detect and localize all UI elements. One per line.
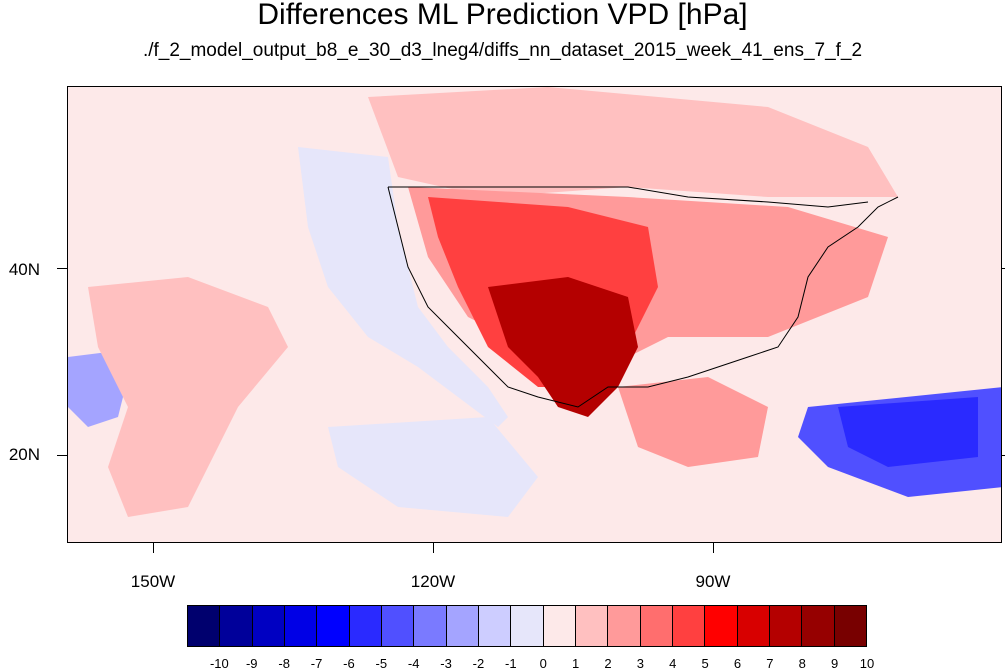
- colorbar-cell: [672, 606, 706, 646]
- lat-tick-40n-right: [1001, 268, 1005, 269]
- colorbar-cell: [349, 606, 382, 646]
- anomaly-region-eastern-pacific-band: [88, 277, 288, 517]
- colorbar-cell: [446, 606, 479, 646]
- colorbar-cell: [317, 606, 350, 646]
- colorbar-cell: [705, 606, 738, 646]
- lon-label-150w: 150W: [130, 572, 176, 591]
- anomaly-map: [68, 87, 1001, 517]
- colorbar-label: 0: [539, 656, 547, 671]
- colorbar-label: -3: [440, 656, 452, 671]
- colorbar-label: -6: [343, 656, 355, 671]
- anomaly-region-southwest-maximum: [488, 277, 638, 417]
- anomaly-region-canada: [368, 87, 898, 197]
- colorbar-cell: [478, 606, 512, 646]
- colorbar: [187, 605, 867, 647]
- colorbar-cell: [802, 606, 835, 646]
- us-canada-border: [388, 186, 869, 208]
- colorbar-cell: [414, 606, 447, 646]
- colorbar-cell: [511, 606, 544, 646]
- colorbar-label: -9: [245, 656, 258, 671]
- colorbar-cell: [188, 606, 221, 646]
- colorbar-label: 7: [766, 656, 774, 671]
- coastline-outline: [387, 186, 899, 408]
- lat-tick-20n: [57, 455, 67, 456]
- colorbar-label: -4: [407, 656, 420, 671]
- colorbar-label: -7: [310, 656, 323, 671]
- lat-label-20n: 20N: [8, 445, 40, 464]
- colorbar-cell: [284, 606, 318, 646]
- lon-tick-90w: [713, 543, 714, 553]
- colorbar-label: -1: [505, 656, 517, 671]
- colorbar-label: -10: [209, 656, 229, 671]
- figure-subtitle: ./f_2_model_output_b8_e_30_d3_lneg4/diff…: [142, 40, 863, 61]
- colorbar-cell: [575, 606, 609, 646]
- lat-label-40n: 40N: [8, 260, 40, 279]
- lon-tick-120w: [433, 543, 434, 553]
- colorbar-cell: [543, 606, 576, 646]
- colorbar-cell: [220, 606, 253, 646]
- colorbar-label: 10: [859, 656, 875, 671]
- colorbar-label: -2: [472, 656, 485, 671]
- colorbar-cell: [769, 606, 803, 646]
- lon-label-90w: 90W: [695, 572, 731, 591]
- anomaly-region-gulf-mexico-positive: [618, 377, 768, 467]
- lat-tick-40n: [57, 268, 67, 269]
- lat-tick-20n-right: [1001, 455, 1005, 456]
- lon-tick-150w: [153, 543, 154, 553]
- colorbar-cell: [834, 606, 866, 646]
- anomaly-region-pacific-coast-negative: [298, 147, 508, 427]
- colorbar-label: 4: [669, 656, 677, 671]
- anomaly-region-caribbean-core: [838, 397, 978, 467]
- colorbar-label: -5: [375, 656, 388, 671]
- colorbar-label: 6: [733, 656, 742, 671]
- colorbar-label: 8: [798, 656, 806, 671]
- colorbar-cell: [608, 606, 641, 646]
- lon-label-120w: 120W: [410, 572, 456, 591]
- colorbar-cell: [381, 606, 415, 646]
- figure-title: Differences ML Prediction VPD [hPa]: [257, 0, 748, 31]
- colorbar-cell: [252, 606, 285, 646]
- colorbar-label: 1: [571, 656, 580, 671]
- colorbar-label: 2: [604, 656, 612, 671]
- colorbar-label: 9: [830, 656, 839, 671]
- map-panel: [67, 86, 1002, 543]
- anomaly-region-east-pacific-negative: [328, 417, 538, 517]
- colorbar-label: 3: [636, 656, 644, 671]
- colorbar-label: 5: [701, 656, 709, 671]
- colorbar-label: -8: [278, 656, 290, 671]
- colorbar-cell: [737, 606, 770, 646]
- colorbar-cell: [640, 606, 673, 646]
